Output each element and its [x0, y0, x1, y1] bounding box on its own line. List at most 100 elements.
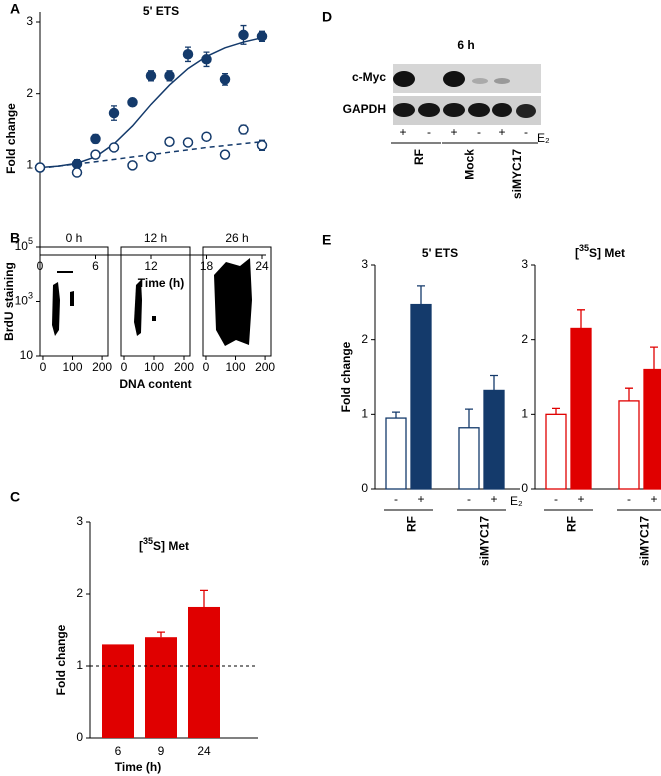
y-tick-label: 1: [26, 158, 33, 172]
data-point: [145, 151, 157, 163]
error-bar: [392, 411, 400, 419]
panel-letter: A: [10, 1, 20, 17]
y-axis-label: Fold change: [4, 103, 18, 174]
y-axis-label: BrdU staining: [2, 262, 16, 341]
lane-label: +: [498, 125, 505, 139]
chart-title-part: 35: [143, 536, 153, 546]
x-tick-label: 100: [63, 360, 83, 374]
axes: [534, 265, 650, 490]
x-tick-label: 0: [203, 360, 210, 374]
band: [443, 71, 465, 87]
dot-cloud: [214, 258, 252, 346]
panel-letter: E: [322, 232, 331, 248]
x-axis-label: Time (h): [138, 276, 184, 290]
band: [418, 103, 440, 117]
bar: [410, 303, 432, 490]
data-point: [90, 149, 101, 160]
y-tick-label: 1: [76, 658, 83, 672]
x-tick-label: 200: [174, 360, 194, 374]
band: [516, 104, 536, 118]
data-point: [238, 124, 249, 135]
x-tick-label: 24: [197, 744, 211, 758]
error-bar: [490, 374, 498, 391]
treatment-label: E₂: [510, 494, 523, 508]
x-tick-label: 0: [121, 360, 128, 374]
group-label: siMYC17: [510, 149, 524, 199]
band: [494, 78, 510, 84]
group-label: siMYC17: [478, 516, 492, 566]
data-point: [256, 31, 268, 42]
x-axis-label: Time (h): [115, 760, 161, 774]
chart-title-part: [: [575, 246, 579, 260]
bar: [570, 327, 592, 490]
error-bar: [465, 408, 473, 428]
blot-title: 6 h: [457, 38, 474, 52]
condition-label: +: [577, 492, 584, 506]
dot-cloud: [152, 316, 156, 321]
y-tick-label: 3: [26, 14, 33, 28]
dot-cloud: [57, 271, 73, 273]
condition-label: -: [627, 492, 631, 506]
condition-label: -: [394, 492, 398, 506]
data-point: [238, 29, 249, 41]
x-tick-label: 6: [92, 259, 99, 273]
y-tick-label: 0: [361, 481, 368, 495]
band: [443, 103, 465, 117]
error-bar: [552, 407, 560, 415]
data-point: [108, 107, 120, 119]
flow-dots: [52, 258, 252, 346]
error-bar: [625, 387, 633, 401]
chart-title: 5' ETS: [143, 4, 179, 18]
data-point: [256, 140, 268, 151]
dot-cloud: [52, 282, 60, 336]
error-bar: [157, 631, 165, 638]
data-point: [201, 54, 212, 65]
data-point: [71, 167, 83, 178]
group-label: siMYC17: [638, 516, 652, 566]
data-point: [164, 136, 175, 147]
band: [492, 103, 512, 117]
blot-image: [393, 64, 541, 125]
y-tick-label: 2: [521, 332, 528, 346]
chart-title: 5' ETS: [422, 246, 458, 260]
y-tick-exp: 5: [28, 236, 33, 246]
y-axis-label: Fold change: [54, 624, 68, 695]
bar: [188, 606, 220, 738]
y-tick-label: 3: [361, 257, 368, 271]
data-point: [164, 70, 175, 82]
lane-label: +: [450, 125, 457, 139]
row-label: c-Myc: [352, 70, 386, 84]
data-point: [201, 131, 212, 142]
bar: [545, 413, 567, 490]
y-tick-label: 2: [76, 586, 83, 600]
chart-title-part: S] Met: [153, 539, 189, 553]
panel-letter: B: [10, 230, 20, 246]
blot-strip: [393, 64, 541, 93]
group-label: Mock: [463, 149, 477, 180]
chart-title: [35S] Met: [139, 536, 189, 553]
chart-title: 26 h: [225, 231, 248, 245]
chart-title-part: 5' ETS: [422, 246, 458, 260]
data-point: [34, 162, 46, 173]
chart-title: 0 h: [66, 231, 83, 245]
bar: [458, 427, 480, 490]
group-label: RF: [412, 149, 426, 165]
condition-label: -: [467, 492, 471, 506]
data-point: [182, 49, 194, 60]
lane-label: -: [427, 125, 431, 139]
dot-cloud: [134, 280, 142, 336]
x-tick-label: 12: [144, 259, 158, 273]
x-tick-label: 200: [255, 360, 275, 374]
y-tick-label: 0: [76, 730, 83, 744]
chart-title-part: 35: [579, 243, 589, 253]
data-point: [71, 158, 83, 170]
x-tick-label: 6: [115, 744, 122, 758]
chart-title-part: [: [139, 539, 143, 553]
bar: [102, 644, 134, 738]
data-point: [127, 97, 138, 108]
band: [393, 71, 415, 87]
group-label: RF: [405, 516, 419, 532]
y-tick-label: 3: [76, 514, 83, 528]
panel-letter: D: [322, 9, 332, 25]
data-point: [219, 74, 231, 85]
